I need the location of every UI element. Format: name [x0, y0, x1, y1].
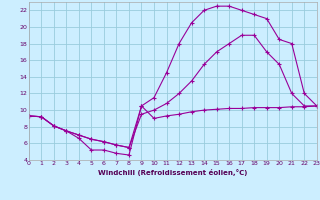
- X-axis label: Windchill (Refroidissement éolien,°C): Windchill (Refroidissement éolien,°C): [98, 169, 247, 176]
